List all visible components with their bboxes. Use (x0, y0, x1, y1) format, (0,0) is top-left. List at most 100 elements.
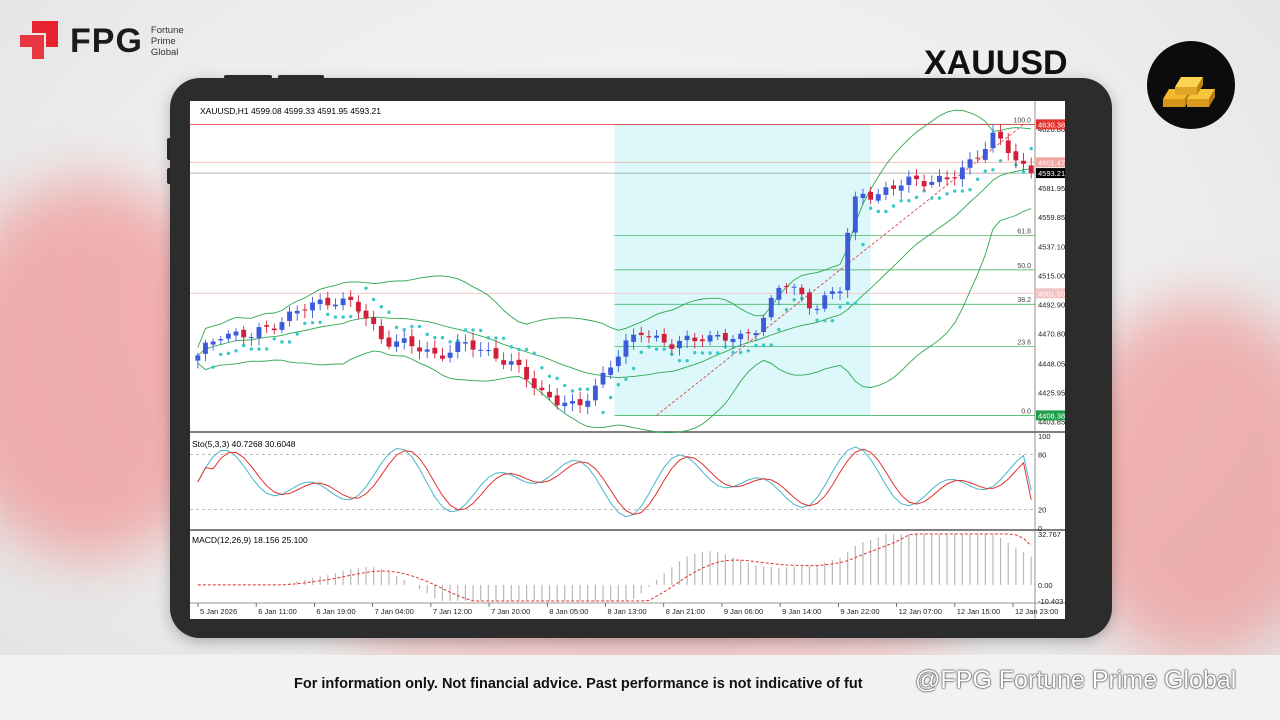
candle-body (944, 177, 950, 180)
parabolic-sar-dot (326, 312, 330, 317)
candle-body (699, 339, 705, 342)
parabolic-sar-dot (486, 336, 491, 340)
candle-body (1028, 165, 1034, 174)
time-axis-label: 7 Jan 04:00 (375, 607, 414, 616)
gold-bars-icon (1147, 41, 1235, 129)
candle-body (225, 333, 231, 339)
time-axis-label: 5 Jan 2026 (200, 607, 237, 616)
price-tick-label: 4515.00 (1038, 272, 1065, 281)
candle-body (210, 341, 216, 345)
tablet-side-button (167, 138, 171, 160)
time-axis-label: 12 Jan 07:00 (899, 607, 942, 616)
parabolic-sar-dot (303, 321, 307, 326)
parabolic-sar-dot (555, 376, 559, 381)
parabolic-sar-dot (868, 206, 873, 210)
candle-body (478, 349, 484, 351)
brand-logo: FPG Fortune Prime Global (18, 18, 184, 64)
stochastic-main-line (197, 446, 1032, 518)
candle-body (302, 309, 308, 311)
parabolic-sar-dot (616, 383, 621, 387)
price-tick-label: 4425.95 (1038, 388, 1065, 397)
parabolic-sar-dot (471, 328, 475, 332)
candle-body (417, 347, 422, 352)
time-axis-label: 9 Jan 14:00 (782, 607, 821, 616)
time-axis-label: 12 Jan 23:00 (1015, 607, 1058, 616)
fibonacci-level-label: 23.6 (1017, 340, 1031, 347)
candle-body (409, 336, 415, 347)
candle-body (822, 295, 828, 309)
parabolic-sar-dot (723, 345, 728, 349)
parabolic-sar-dot (333, 315, 338, 319)
parabolic-sar-dot (433, 335, 437, 340)
parabolic-sar-dot (570, 389, 575, 393)
candle-body (394, 341, 400, 347)
parabolic-sar-dot (1021, 170, 1026, 174)
candle-body (256, 327, 262, 338)
candle-body (929, 181, 935, 185)
candle-body (829, 291, 835, 294)
candle-body (768, 297, 774, 318)
candle-body (615, 356, 621, 367)
candle-body (883, 187, 889, 195)
candle-body (684, 335, 690, 341)
stochastic-label: Sto(5,3,3) 40.7268 30.6048 (192, 439, 296, 449)
stochastic-signal-line (197, 448, 1032, 516)
candle-body (348, 296, 354, 300)
stochastic-tick-label: 80 (1038, 450, 1046, 459)
candle-body (462, 342, 468, 344)
fibonacci-level-label: 0.0 (1021, 408, 1031, 415)
candle-body (248, 337, 254, 339)
parabolic-sar-dot (693, 351, 697, 355)
parabolic-sar-dot (700, 351, 705, 355)
candle-body (264, 325, 270, 327)
parabolic-sar-dot (241, 343, 246, 348)
time-axis-label: 8 Jan 13:00 (608, 607, 647, 616)
candle-body (967, 159, 973, 168)
candle-body (837, 291, 843, 294)
candle-body (998, 131, 1004, 139)
candle-body (776, 287, 782, 300)
candle-body (661, 333, 667, 343)
fpg-logo-icon (18, 19, 62, 63)
candle-body (654, 335, 659, 338)
price-tick-label: 4537.10 (1038, 243, 1065, 252)
price-tag (1036, 157, 1065, 168)
candle-body (707, 335, 713, 342)
candle-body (715, 334, 721, 337)
brand-name: FPG (70, 21, 143, 60)
parabolic-sar-dot (532, 351, 536, 355)
candle-body (730, 338, 736, 343)
candle-body (378, 325, 384, 340)
parabolic-sar-dot (861, 242, 865, 247)
tablet-button (224, 75, 272, 80)
parabolic-sar-dot (960, 189, 965, 193)
price-tag-label: 4630.38 (1038, 120, 1065, 129)
parabolic-sar-dot (784, 307, 789, 312)
parabolic-sar-dot (448, 340, 452, 344)
watermark-text: @FPG Fortune Prime Global (915, 666, 1237, 694)
fibonacci-level-label: 38.2 (1017, 297, 1031, 304)
candle-body (807, 292, 812, 309)
candle-body (745, 332, 751, 334)
stochastic-tick-label: 0 (1038, 524, 1042, 533)
macd-tick-label: 0.00 (1038, 581, 1053, 590)
candle-body (386, 337, 392, 347)
candle-body (623, 340, 629, 357)
candle-body (447, 352, 453, 358)
candle-body (677, 340, 682, 349)
parabolic-sar-dot (371, 297, 376, 302)
candle-body (936, 175, 942, 183)
parabolic-sar-dot (226, 351, 231, 356)
candle-body (975, 157, 981, 159)
price-tick-label: 4492.90 (1038, 301, 1065, 310)
parabolic-sar-dot (349, 314, 353, 319)
parabolic-sar-dot (280, 340, 284, 344)
chart-screen: XAUUSD,H1 4599.08 4599.33 4591.95 4593.2… (190, 101, 1065, 619)
price-tick-label: 4626.80 (1038, 125, 1065, 134)
brand-subtitle: Fortune Prime Global (150, 24, 184, 58)
candle-body (722, 332, 728, 341)
candle-body (493, 348, 499, 359)
parabolic-sar-dot (586, 387, 590, 391)
candle-body (791, 286, 797, 288)
price-tag-label: 4593.21 (1038, 169, 1065, 178)
